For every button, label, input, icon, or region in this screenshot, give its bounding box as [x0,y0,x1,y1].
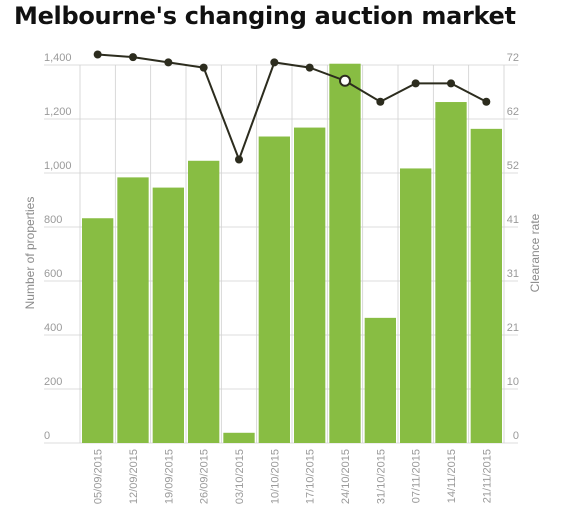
line-point[interactable] [164,58,173,67]
y-tick-label: 1,200 [44,106,72,118]
bar [188,160,220,443]
line-point[interactable] [305,63,314,72]
bar [435,102,467,443]
y-tick-label: 200 [44,376,62,388]
x-tick-label: 07/11/2015 [411,449,423,503]
line-point[interactable] [482,97,491,106]
x-tick-label: 31/10/2015 [375,449,387,504]
x-tick-label: 24/10/2015 [340,449,352,504]
line-point[interactable] [376,97,385,106]
y2-tick-label: 31 [507,268,519,280]
y-tick-label: 800 [44,214,62,226]
line-point[interactable] [93,50,102,59]
x-tick-label: 19/09/2015 [163,449,175,504]
y2-tick-label: 0 [513,430,519,442]
x-tick-label: 17/10/2015 [305,449,317,504]
bar [152,187,184,443]
bar [223,432,255,443]
y-tick-label: 1,400 [44,52,72,64]
clearance-rate-line [97,53,487,163]
bar [82,218,114,443]
bar [258,136,290,443]
y2-tick-label: 62 [507,106,519,118]
x-tick-label: 05/09/2015 [93,449,105,504]
chart-title: Melbourne's changing auction market [14,2,516,30]
bar [470,128,502,443]
bar [294,127,326,443]
line-point[interactable] [339,74,351,87]
y-tick-label: 400 [44,322,62,334]
y-tick-label: 0 [44,430,50,442]
x-tick-label: 26/09/2015 [199,449,211,504]
y2-tick-label: 72 [507,52,519,64]
bar [400,168,432,443]
line-point[interactable] [129,53,137,62]
line-point[interactable] [447,79,455,88]
y2-axis-label: Clearance rate [528,213,542,292]
bar [364,317,396,443]
bar [117,177,149,444]
y2-tick-label: 10 [507,376,519,388]
y-axis-label: Number of properties [23,197,37,310]
line-point[interactable] [235,155,243,164]
bar [329,63,361,444]
y2-tick-label: 52 [507,160,519,172]
x-tick-label: 14/11/2015 [446,449,458,503]
y2-tick-label: 41 [507,214,519,226]
y-tick-label: 600 [44,268,62,280]
x-tick-label: 12/09/2015 [128,449,140,504]
y2-tick-label: 21 [507,322,519,334]
line-point[interactable] [199,63,208,72]
line-point[interactable] [270,58,279,67]
line-point[interactable] [411,79,420,88]
x-tick-label: 10/10/2015 [269,449,281,504]
x-tick-label: 03/10/2015 [234,449,246,504]
y-tick-label: 1,000 [44,160,72,172]
x-tick-label: 21/11/2015 [481,449,493,503]
